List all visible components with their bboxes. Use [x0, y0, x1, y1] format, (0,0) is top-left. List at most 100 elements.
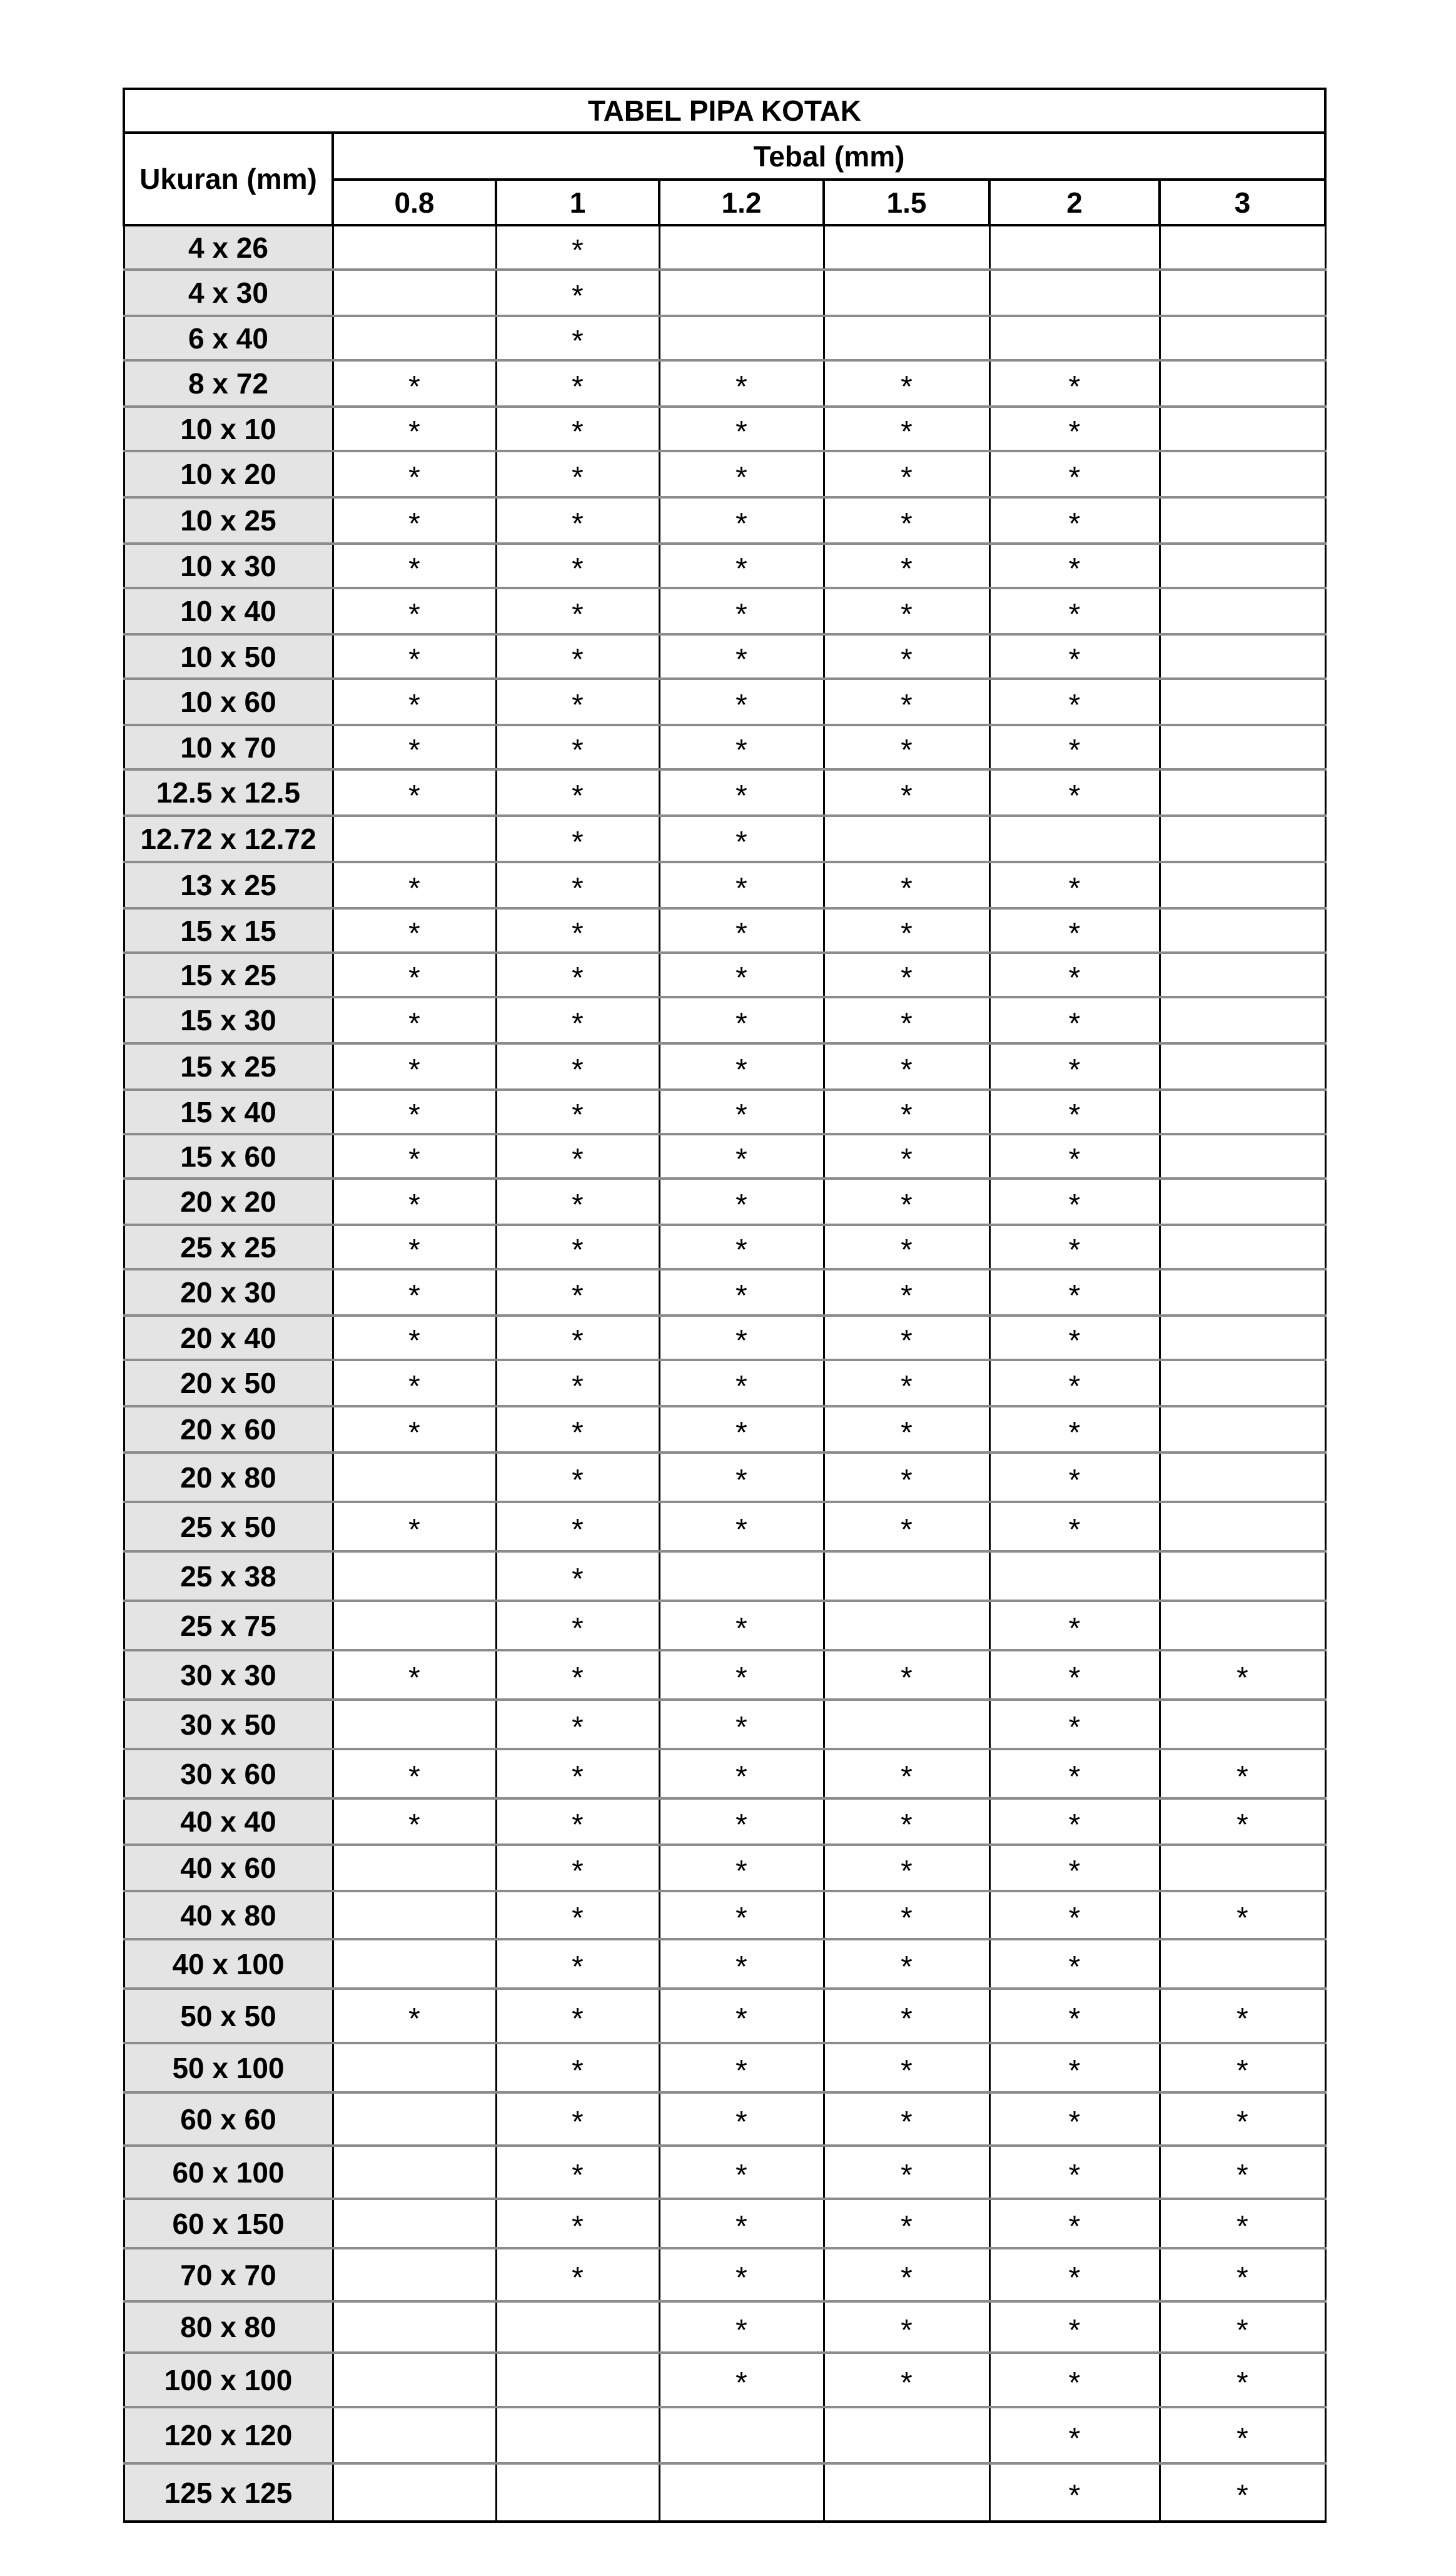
- size-cell: 20 x 50: [123, 1360, 334, 1407]
- available-mark: *: [331, 497, 497, 545]
- available-mark: *: [495, 1939, 660, 1990]
- available-mark: *: [1158, 1798, 1327, 1846]
- size-cell: 50 x 50: [123, 1989, 334, 2044]
- available-mark: *: [495, 2248, 660, 2303]
- available-mark: *: [988, 1749, 1161, 1800]
- thickness-column-header: 1: [495, 178, 660, 226]
- size-cell: 40 x 80: [123, 1891, 334, 1940]
- available-mark: *: [658, 2199, 825, 2249]
- available-mark: *: [658, 1179, 825, 1226]
- size-cell: 20 x 60: [123, 1406, 334, 1454]
- available-mark: *: [658, 360, 825, 408]
- empty-cell: [1158, 360, 1327, 408]
- table-row: 25 x 38 *: [123, 1551, 1327, 1602]
- available-mark: *: [822, 2146, 991, 2200]
- empty-cell: [331, 2353, 497, 2408]
- size-cell: 60 x 150: [123, 2199, 334, 2249]
- available-mark: *: [658, 1601, 825, 1651]
- thickness-column-header: 2: [988, 178, 1161, 226]
- table-row: 60 x 100 * * * * *: [123, 2146, 1327, 2200]
- empty-cell: [658, 2407, 825, 2465]
- available-mark: *: [1158, 2463, 1327, 2523]
- empty-cell: [1158, 407, 1327, 452]
- available-mark: *: [988, 725, 1161, 771]
- table-row: 10 x 20 * * * * *: [123, 451, 1327, 499]
- available-mark: *: [331, 1798, 497, 1846]
- available-mark: *: [822, 1316, 991, 1361]
- available-mark: *: [331, 679, 497, 726]
- size-cell: 40 x 60: [123, 1845, 334, 1892]
- available-mark: *: [822, 1989, 991, 2044]
- available-mark: *: [658, 1134, 825, 1180]
- table-row: 20 x 80 * * * *: [123, 1453, 1327, 1503]
- table-row: 10 x 50 * * * * *: [123, 634, 1327, 680]
- available-mark: *: [658, 497, 825, 545]
- available-mark: *: [1158, 2146, 1327, 2200]
- available-mark: *: [495, 1798, 660, 1846]
- empty-cell: [1158, 1551, 1327, 1602]
- table-row: 15 x 25 * * * * *: [123, 953, 1327, 998]
- size-cell: 10 x 10: [123, 407, 334, 452]
- table-row: 15 x 30 * * * * *: [123, 997, 1327, 1045]
- available-mark: *: [988, 1989, 1161, 2044]
- available-mark: *: [988, 1939, 1161, 1990]
- empty-cell: [822, 270, 991, 317]
- available-mark: *: [988, 1043, 1161, 1091]
- empty-cell: [331, 1700, 497, 1750]
- available-mark: *: [658, 1502, 825, 1553]
- empty-cell: [822, 2463, 991, 2523]
- available-mark: *: [331, 1179, 497, 1226]
- table-row: 10 x 70 * * * * *: [123, 725, 1327, 771]
- available-mark: *: [331, 1406, 497, 1454]
- table-row: 10 x 40 * * * * *: [123, 588, 1327, 636]
- available-mark: *: [495, 1453, 660, 1503]
- empty-cell: [1158, 953, 1327, 998]
- available-mark: *: [658, 1090, 825, 1135]
- available-mark: *: [1158, 1989, 1327, 2044]
- available-mark: *: [658, 1939, 825, 1990]
- empty-cell: [331, 2092, 497, 2147]
- available-mark: *: [822, 1798, 991, 1846]
- table-row: 12.5 x 12.5 * * * * *: [123, 769, 1327, 817]
- empty-cell: [822, 1700, 991, 1750]
- available-mark: *: [495, 1502, 660, 1553]
- size-cell: 12.5 x 12.5: [123, 769, 334, 817]
- size-cell: 10 x 40: [123, 588, 334, 636]
- size-cell: 80 x 80: [123, 2301, 334, 2354]
- available-mark: *: [822, 2248, 991, 2303]
- available-mark: *: [1158, 2248, 1327, 2303]
- available-mark: *: [988, 407, 1161, 452]
- thickness-group-header: Tebal (mm): [331, 131, 1327, 181]
- available-mark: *: [495, 1134, 660, 1180]
- table-row: 10 x 10 * * * * *: [123, 407, 1327, 452]
- empty-cell: [1158, 451, 1327, 499]
- available-mark: *: [822, 2353, 991, 2408]
- size-cell: 20 x 30: [123, 1269, 334, 1317]
- available-mark: *: [495, 1650, 660, 1701]
- available-mark: *: [822, 1845, 991, 1892]
- empty-cell: [331, 2301, 497, 2354]
- available-mark: *: [658, 1845, 825, 1892]
- size-cell: 125 x 125: [123, 2463, 334, 2523]
- available-mark: *: [658, 908, 825, 954]
- available-mark: *: [658, 679, 825, 726]
- empty-cell: [1158, 1225, 1327, 1270]
- available-mark: *: [988, 1090, 1161, 1135]
- available-mark: *: [988, 2199, 1161, 2249]
- size-cell: 20 x 80: [123, 1453, 334, 1503]
- empty-cell: [1158, 1179, 1327, 1226]
- empty-cell: [1158, 816, 1327, 863]
- size-cell: 25 x 38: [123, 1551, 334, 1602]
- available-mark: *: [331, 1989, 497, 2044]
- available-mark: *: [658, 862, 825, 910]
- available-mark: *: [495, 1749, 660, 1800]
- empty-cell: [1158, 862, 1327, 910]
- empty-cell: [1158, 544, 1327, 589]
- available-mark: *: [1158, 2043, 1327, 2094]
- empty-cell: [331, 2407, 497, 2465]
- table-row: 4 x 26 *: [123, 225, 1327, 271]
- available-mark: *: [822, 2301, 991, 2354]
- empty-cell: [1158, 497, 1327, 545]
- size-cell: 15 x 15: [123, 908, 334, 954]
- empty-cell: [658, 270, 825, 317]
